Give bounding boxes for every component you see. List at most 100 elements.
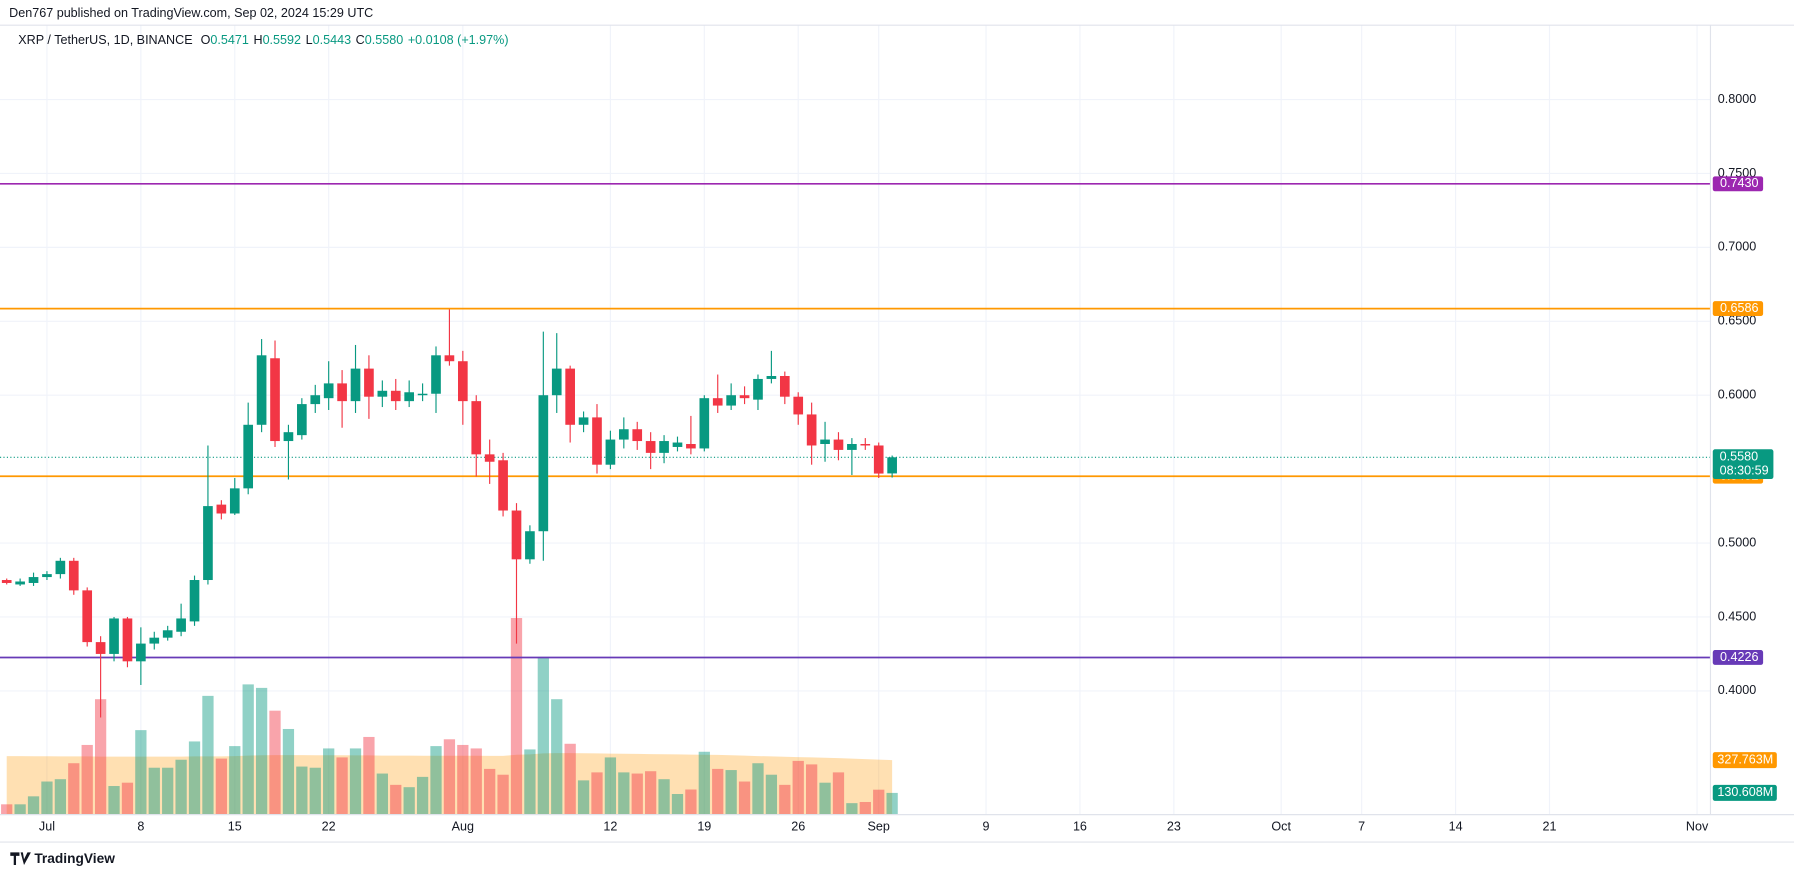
legend-key: L — [306, 34, 313, 48]
x-tick-label: 22 — [322, 820, 336, 834]
y-tick-label: 0.5000 — [1718, 535, 1756, 549]
volume-bar — [27, 796, 40, 815]
x-tick-label: Aug — [452, 820, 474, 834]
y-tick-label: 0.6000 — [1718, 388, 1756, 402]
candle-body — [726, 395, 736, 406]
candle-body — [806, 414, 817, 446]
volume-bar — [363, 736, 375, 815]
volume-bar — [14, 804, 26, 815]
candle-body — [68, 560, 79, 591]
tradingview-logo: TradingView — [10, 851, 115, 866]
price-label-box — [1712, 449, 1774, 480]
candle-body — [820, 439, 830, 445]
candle-body — [578, 417, 589, 425]
volume-bar — [712, 768, 724, 815]
candle-body — [605, 439, 616, 465]
volume-bar — [229, 746, 241, 815]
x-tick-label: Jul — [39, 820, 55, 834]
candle-body — [122, 618, 133, 662]
candle-body — [645, 441, 656, 453]
x-tick-label: 12 — [603, 820, 617, 834]
candle-body — [444, 355, 455, 362]
candle-body — [42, 574, 52, 578]
legend-symbol: XRP / TetherUS, 1D, BINANCE — [18, 34, 192, 48]
volume-bar — [81, 744, 93, 815]
volume-bar — [577, 780, 590, 815]
volume-bar — [108, 786, 120, 815]
volume-bar — [779, 784, 791, 815]
volume-bar — [484, 768, 496, 815]
candle-body — [323, 383, 334, 399]
x-tick-label: Oct — [1271, 820, 1291, 834]
volume-bar — [752, 763, 764, 815]
volume-bar — [765, 774, 778, 815]
candle-body — [229, 488, 240, 514]
volume-bar — [497, 774, 509, 815]
candle-body — [860, 444, 871, 446]
x-tick-label: 15 — [228, 820, 242, 834]
candle-body — [592, 417, 602, 465]
candle-body — [417, 393, 428, 396]
candle-body — [739, 395, 750, 399]
candle-body — [659, 441, 669, 453]
volume-ma-label: 327.763M — [1717, 752, 1773, 766]
volume-bar — [524, 749, 536, 815]
volume-bar — [349, 748, 362, 815]
symbol-legend: XRP / TetherUS, 1D, BINANCE O0.5471 H0.559… — [18, 34, 508, 48]
level-label-box — [1712, 301, 1764, 317]
volume-label-box — [1712, 784, 1777, 801]
legend-value: 0.5443 — [313, 34, 351, 48]
candle-body — [149, 637, 160, 644]
candle-body — [565, 368, 575, 425]
volume-bar — [846, 803, 858, 815]
volume-bar — [443, 739, 456, 815]
candle-body — [672, 442, 683, 447]
legend-value: 0.5471 — [210, 34, 248, 48]
volume-bar — [873, 789, 885, 815]
volume-bar — [282, 728, 295, 815]
candle-body — [1, 580, 12, 583]
candle-body — [525, 531, 535, 560]
x-tick-label: 8 — [137, 820, 144, 834]
y-tick-label: 0.4500 — [1718, 609, 1756, 623]
volume-bar — [792, 760, 804, 815]
candle-body — [350, 368, 361, 402]
candle-body — [256, 355, 267, 425]
y-tick-label: 0.7000 — [1718, 240, 1756, 254]
x-tick-label: 23 — [1167, 820, 1181, 834]
x-tick-label: 16 — [1073, 820, 1087, 834]
candle-body — [203, 506, 213, 581]
candle-body — [377, 390, 388, 397]
volume-bar — [510, 618, 523, 815]
volume-bar — [738, 781, 751, 815]
candle-body — [887, 457, 897, 474]
volume-label: 130.608M — [1717, 785, 1773, 799]
volume-bar — [806, 764, 818, 815]
y-tick-label: 0.6500 — [1718, 314, 1756, 328]
candle-body — [189, 580, 200, 622]
candle-body — [551, 368, 562, 396]
candle-body — [618, 429, 629, 440]
volume-bar — [215, 758, 227, 815]
volume-ma-label-box — [1712, 752, 1777, 769]
candle-body — [109, 618, 119, 654]
candle-body — [283, 432, 294, 442]
volume-bar — [618, 772, 630, 815]
volume-bar — [68, 763, 80, 815]
volume-bar — [725, 770, 737, 815]
candle-body — [766, 376, 777, 379]
volume-bar — [255, 687, 268, 815]
volume-bar — [54, 779, 67, 815]
candle-body — [833, 439, 844, 450]
level-label-box — [1712, 176, 1764, 192]
volume-bar — [296, 766, 308, 815]
legend-value: 0.5580 — [365, 34, 403, 48]
level-label: 0.7430 — [1720, 176, 1758, 190]
candle-body — [511, 510, 522, 560]
candle-body — [364, 368, 374, 397]
volume-bar — [457, 744, 469, 815]
volume-ma-area — [6, 753, 893, 815]
volume-bar — [269, 710, 281, 815]
y-tick-label: 0.4000 — [1718, 683, 1756, 697]
